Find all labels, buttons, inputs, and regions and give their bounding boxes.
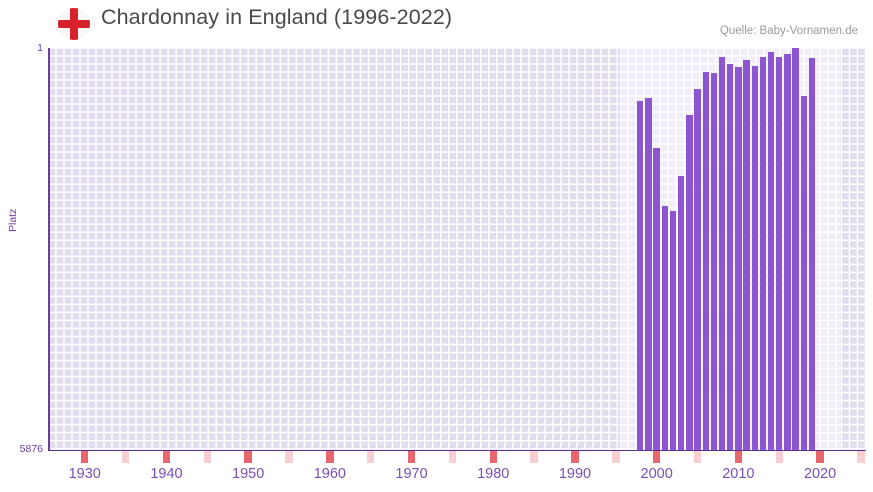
bar-2001 <box>661 206 668 450</box>
bar-2007 <box>710 73 718 450</box>
x-tick-2000 <box>652 451 661 463</box>
x-tick-minor-1995 <box>612 451 620 463</box>
england-flag-icon <box>58 8 90 40</box>
bar-2019 <box>808 58 816 450</box>
bar-2004 <box>686 115 693 450</box>
x-axis-label-1950: 1950 <box>232 466 265 482</box>
x-axis-label-2020: 2020 <box>803 466 837 482</box>
y-axis-tick-bottom: 5876 <box>19 443 43 455</box>
y-axis-line <box>48 48 50 451</box>
bar-2010 <box>735 66 742 450</box>
x-tick-minor-1945 <box>203 451 211 463</box>
x-tick-1980 <box>489 451 497 463</box>
x-tick-minor-1985 <box>530 451 538 463</box>
x-axis-label-1980: 1980 <box>477 466 510 482</box>
y-axis-tick-top: 1 <box>37 42 43 54</box>
bar-2014 <box>767 51 775 450</box>
chart-header: Chardonnay in England (1996-2022) Quelle… <box>0 0 873 48</box>
x-tick-minor-2005 <box>693 451 702 463</box>
x-tick-1940 <box>162 451 171 463</box>
bar-2003 <box>677 175 685 450</box>
x-tick-1950 <box>244 451 252 463</box>
x-axis-label-2000: 2000 <box>640 466 673 482</box>
bar-2017 <box>792 48 799 450</box>
bar-2015 <box>776 56 783 450</box>
bar-2009 <box>727 64 734 450</box>
page-title: Chardonnay in England (1996-2022) <box>101 5 453 29</box>
x-tick-2020 <box>816 451 824 463</box>
x-tick-1970 <box>407 451 416 463</box>
x-axis-label-1990: 1990 <box>558 466 592 482</box>
bar-1998 <box>637 101 644 450</box>
chart-plot-area <box>48 48 865 450</box>
bar-2000 <box>653 147 660 450</box>
x-axis-label-1930: 1930 <box>68 466 101 482</box>
x-axis-label-1940: 1940 <box>150 466 183 482</box>
bar-2006 <box>702 71 709 450</box>
bar-2016 <box>784 53 791 450</box>
bar-2008 <box>718 57 726 450</box>
bar-1999 <box>645 98 652 450</box>
flag-cross-vertical <box>70 8 78 40</box>
x-axis-label-2010: 2010 <box>722 466 755 482</box>
x-tick-1930 <box>81 451 89 463</box>
x-axis-label-1960: 1960 <box>313 466 346 482</box>
source-label: Quelle: Baby-Vornamen.de <box>719 25 858 37</box>
x-tick-1960 <box>326 451 334 463</box>
x-tick-minor-1955 <box>285 451 293 463</box>
bar-2002 <box>669 211 677 450</box>
x-tick-minor-1975 <box>448 451 457 463</box>
x-axis-line <box>48 449 866 452</box>
x-tick-minor-2025 <box>857 451 865 463</box>
bar-2018 <box>800 96 807 450</box>
bar-2013 <box>759 56 767 450</box>
x-tick-2010 <box>734 451 743 463</box>
x-tick-1990 <box>571 451 579 463</box>
x-tick-minor-1965 <box>367 451 375 463</box>
x-tick-minor-2015 <box>775 451 783 463</box>
bar-2011 <box>743 60 750 450</box>
x-tick-minor-1935 <box>121 451 130 463</box>
bar-2012 <box>751 65 758 450</box>
x-axis-label-1970: 1970 <box>395 466 428 482</box>
bar-2005 <box>694 89 701 450</box>
y-axis-label: Platz <box>7 208 19 232</box>
